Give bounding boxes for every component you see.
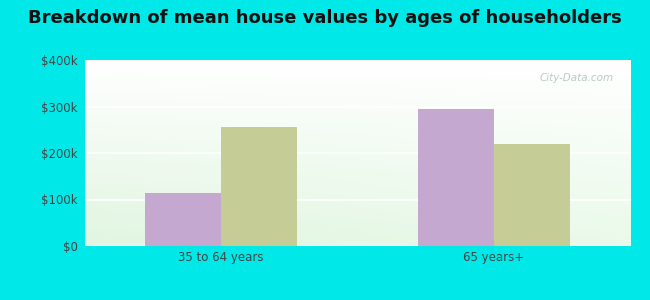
Bar — [417, 109, 494, 246]
Bar — [494, 144, 571, 246]
Text: City-Data.com: City-Data.com — [540, 73, 614, 83]
Text: Breakdown of mean house values by ages of householders: Breakdown of mean house values by ages o… — [28, 9, 622, 27]
Bar — [221, 128, 298, 246]
Bar — [144, 193, 221, 246]
